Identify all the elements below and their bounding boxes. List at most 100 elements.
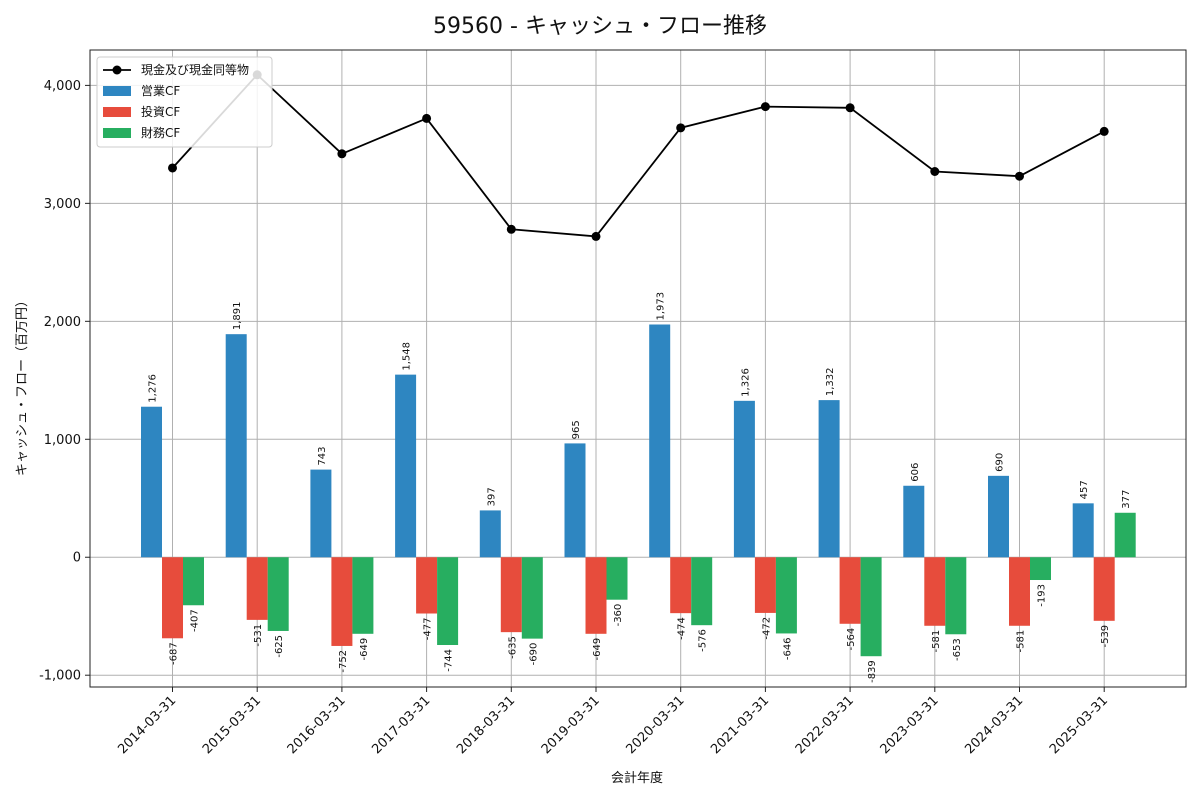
y-tick-label: -1,000 bbox=[39, 669, 81, 684]
cash-point bbox=[930, 167, 940, 177]
bar-0-9 bbox=[903, 485, 925, 558]
legend-box bbox=[96, 56, 273, 148]
cash-point bbox=[760, 102, 770, 112]
bar-1-6 bbox=[670, 557, 692, 614]
legend-bar-swatch bbox=[103, 107, 131, 117]
bar-value-label: -752 bbox=[338, 650, 349, 673]
x-tick-label: 2020-03-31 bbox=[623, 693, 687, 757]
bar-2-4 bbox=[521, 557, 543, 639]
cash-line bbox=[171, 73, 1105, 238]
bar-1-8 bbox=[839, 557, 861, 624]
cash-point bbox=[845, 103, 855, 113]
bar-value-label: 1,332 bbox=[825, 367, 836, 396]
bar-value-label: -472 bbox=[761, 617, 772, 640]
legend-label: 財務CF bbox=[141, 125, 180, 140]
bar-0-0 bbox=[141, 406, 162, 558]
bar-value-label: 965 bbox=[571, 420, 582, 439]
x-tick-label: 2014-03-31 bbox=[115, 693, 179, 757]
labels-layer: 1,276 1,891 743 1,548 397 965 1,973 1,326 1,332 6… bbox=[148, 292, 1133, 683]
x-tick-label: 2019-03-31 bbox=[539, 693, 603, 757]
bar-2-10 bbox=[1030, 557, 1051, 581]
bar-0-5 bbox=[564, 443, 586, 558]
x-tick-label: 2021-03-31 bbox=[708, 693, 772, 757]
bar-0-8 bbox=[818, 400, 840, 558]
bar-0-2 bbox=[310, 469, 332, 558]
chart-title: 59560 - キャッシュ・フロー推移 bbox=[433, 14, 767, 39]
bar-value-label: 1,276 bbox=[148, 374, 159, 403]
bar-value-label: -531 bbox=[253, 624, 264, 647]
x-tick-label: 2018-03-31 bbox=[454, 693, 518, 757]
cash-point bbox=[337, 149, 347, 159]
bar-value-label: 606 bbox=[910, 463, 921, 482]
bar-0-7 bbox=[733, 400, 755, 558]
bar-1-9 bbox=[924, 557, 946, 626]
bar-value-label: 1,891 bbox=[232, 302, 243, 331]
x-tick-label: 2017-03-31 bbox=[369, 693, 433, 757]
bar-value-label: -360 bbox=[613, 604, 624, 627]
cash-point bbox=[591, 231, 601, 241]
cash-point bbox=[676, 123, 686, 133]
y-tick-label: 0 bbox=[73, 551, 81, 566]
bar-2-7 bbox=[775, 557, 797, 634]
bar-2-9 bbox=[945, 557, 967, 635]
y-tick-label: 4,000 bbox=[44, 79, 81, 94]
x-tick-label: 2023-03-31 bbox=[878, 693, 942, 757]
bar-2-3 bbox=[437, 557, 459, 646]
legend-label: 営業CF bbox=[141, 84, 180, 98]
bar-value-label: -474 bbox=[677, 617, 688, 640]
legend-label: 投資CF bbox=[141, 104, 180, 119]
bar-value-label: -744 bbox=[444, 649, 455, 672]
y-axis-label: キャッシュ・フロー（百万円） bbox=[15, 294, 30, 476]
y-tick-label: 1,000 bbox=[44, 433, 81, 448]
bar-2-11 bbox=[1114, 512, 1136, 558]
cash-point bbox=[1099, 126, 1109, 136]
ticks-layer: -1,000 0 1,000 2,000 3,000 4,000 2014-03-31 201… bbox=[39, 79, 1111, 757]
bar-value-label: 1,326 bbox=[740, 368, 751, 397]
bar-2-1 bbox=[267, 557, 289, 631]
bar-0-11 bbox=[1072, 503, 1094, 558]
bar-1-11 bbox=[1093, 557, 1115, 621]
bar-1-10 bbox=[1009, 557, 1030, 626]
bar-value-label: 397 bbox=[486, 487, 497, 506]
legend-label: 現金及び現金同等物 bbox=[141, 62, 249, 77]
plot-frame bbox=[89, 49, 1187, 688]
x-tick-label: 2022-03-31 bbox=[793, 693, 857, 757]
bar-0-10 bbox=[988, 475, 1009, 558]
bar-value-label: -564 bbox=[846, 628, 857, 651]
bar-value-label: 1,973 bbox=[656, 292, 667, 321]
x-tick-label: 2015-03-31 bbox=[200, 693, 264, 757]
bar-1-2 bbox=[331, 557, 353, 646]
bar-0-3 bbox=[395, 374, 417, 558]
legend-bar-swatch bbox=[103, 128, 131, 138]
bar-value-label: -690 bbox=[528, 643, 539, 666]
cash-point bbox=[1015, 171, 1024, 181]
cash-point bbox=[506, 224, 516, 234]
x-tick-label: 2025-03-31 bbox=[1047, 693, 1111, 757]
x-tick-label: 2024-03-31 bbox=[962, 693, 1026, 757]
bar-1-3 bbox=[416, 557, 438, 614]
cash-point bbox=[422, 113, 432, 123]
line-layer bbox=[168, 70, 1109, 241]
bar-value-label: -635 bbox=[507, 636, 518, 659]
bar-0-4 bbox=[479, 510, 501, 558]
bar-2-8 bbox=[860, 557, 882, 657]
x-axis-label: 会計年度 bbox=[611, 770, 663, 786]
bar-2-0 bbox=[183, 557, 204, 606]
bar-value-label: 377 bbox=[1121, 490, 1132, 509]
bar-2-6 bbox=[691, 557, 713, 626]
bar-value-label: 457 bbox=[1079, 480, 1090, 499]
x-tick-label: 2016-03-31 bbox=[285, 693, 349, 757]
bar-0-6 bbox=[649, 324, 671, 558]
legend-bar-swatch bbox=[103, 86, 131, 96]
bar-value-label: -193 bbox=[1037, 584, 1048, 607]
bar-value-label: -653 bbox=[952, 638, 963, 661]
bar-value-label: -581 bbox=[1016, 630, 1027, 653]
y-tick-label: 3,000 bbox=[44, 197, 81, 212]
bar-value-label: -646 bbox=[782, 637, 793, 660]
bar-value-label: -839 bbox=[867, 660, 878, 683]
bar-2-2 bbox=[352, 557, 374, 634]
bar-1-1 bbox=[246, 557, 268, 620]
